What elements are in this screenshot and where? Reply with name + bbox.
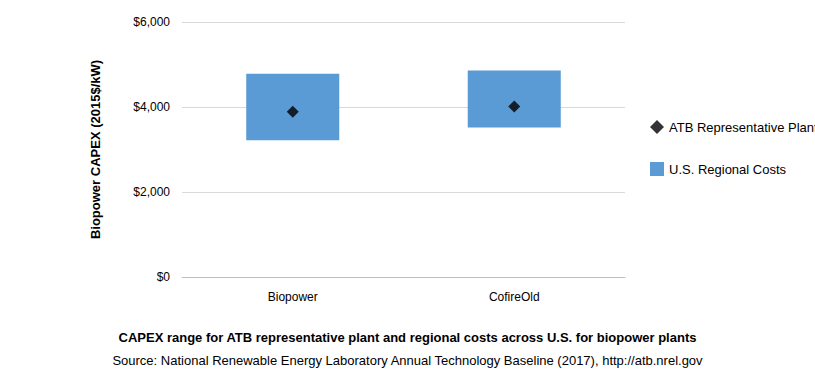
svg-text:$2,000: $2,000 (133, 185, 170, 199)
svg-text:CofireOld: CofireOld (489, 290, 540, 304)
svg-text:U.S. Regional Costs: U.S. Regional Costs (669, 162, 787, 177)
svg-text:Source: National Renewable Ene: Source: National Renewable Energy Labora… (112, 353, 703, 368)
svg-text:$0: $0 (157, 270, 171, 284)
svg-text:Biopower CAPEX (2015$/kW): Biopower CAPEX (2015$/kW) (88, 60, 103, 239)
svg-text:ATB Representative Plant: ATB Representative Plant (669, 120, 815, 135)
svg-text:CAPEX range for ATB representa: CAPEX range for ATB representative plant… (119, 330, 697, 345)
svg-text:$4,000: $4,000 (133, 100, 170, 114)
svg-text:$6,000: $6,000 (133, 15, 170, 29)
svg-text:Biopower: Biopower (268, 290, 318, 304)
